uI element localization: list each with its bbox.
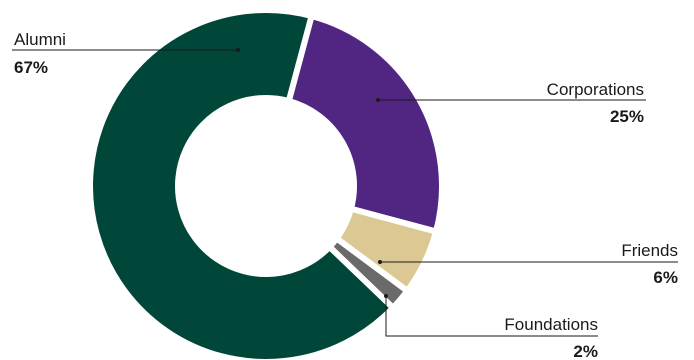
slice-label-alumni: Alumni [14,30,66,49]
slice-value-corporations: 25% [610,107,644,126]
callouts-layer: Alumni 67% Corporations 25% Friends 6% Foundat… [12,30,678,360]
slice-value-friends: 6% [653,268,678,287]
slice-value-foundations: 2% [573,342,598,360]
leader-dot-friends [378,260,382,264]
slice-label-foundations: Foundations [504,315,598,334]
leader-dot-corporations [376,98,380,102]
slices-layer [87,7,445,360]
leader-line-foundations [385,296,598,337]
leader-dot-foundations [384,294,388,298]
slice-label-corporations: Corporations [547,80,644,99]
leader-dot-alumni [236,48,240,52]
slice-label-friends: Friends [621,241,678,260]
slice-corporations [285,12,445,236]
slice-alumni [87,7,398,360]
slice-value-alumni: 67% [14,58,48,77]
